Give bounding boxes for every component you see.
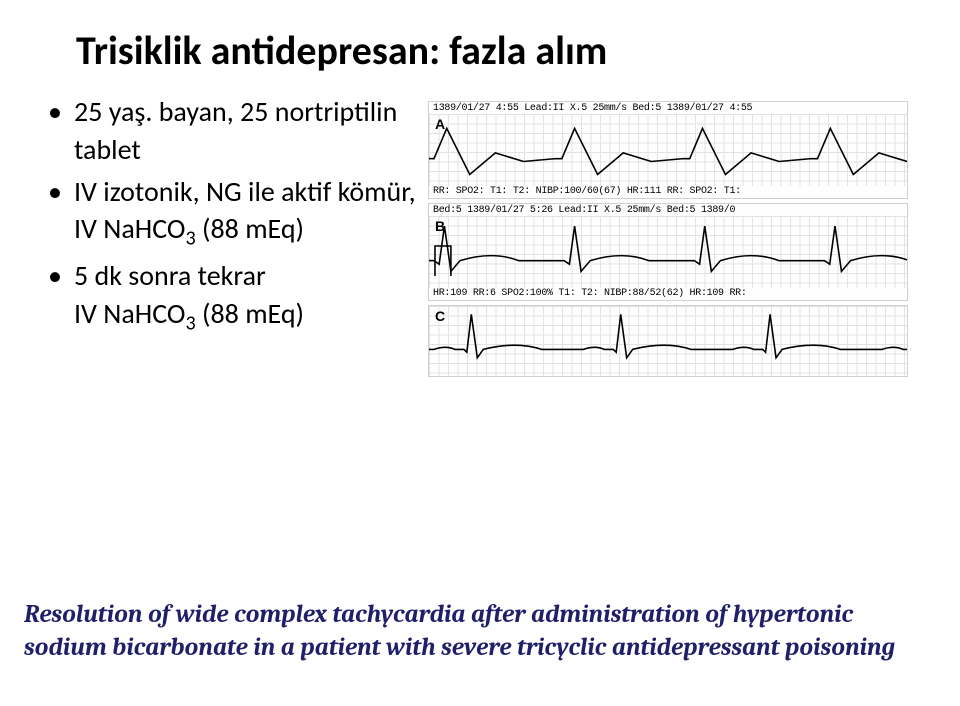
bullet-2-line1: IV izotonik, NG ile aktif kömür, xyxy=(74,174,416,209)
bullet-3-chem-pre: IV NaHCO xyxy=(74,296,185,331)
ecg-strip-b-footer: HR:109 RR:6 SPO2:100% T1: T2: NIBP:88/52… xyxy=(429,288,907,300)
bullet-3-chem-post: (88 mEq) xyxy=(196,296,304,331)
ecg-waveform-a xyxy=(429,114,907,186)
bullet-list: 25 yaş. bayan, 25 nortriptilin tablet IV… xyxy=(40,93,428,342)
content-row: 25 yaş. bayan, 25 nortriptilin tablet IV… xyxy=(40,93,920,381)
ecg-strip-a-body: A xyxy=(429,114,907,186)
ecg-strip-a: 1389/01/27 4:55 Lead:II X.5 25mm/s Bed:5… xyxy=(428,101,908,199)
figure-caption: Resolution of wide complex tachycardia a… xyxy=(24,599,930,664)
ecg-strip-a-footer: RR: SPO2: T1: T2: NIBP:100/60(67) HR:111… xyxy=(429,186,907,198)
ecg-strip-c-body: C xyxy=(429,306,907,376)
slide: Trisiklik antidepresan: fazla alım 25 ya… xyxy=(0,0,960,706)
ecg-strip-c: C xyxy=(428,305,908,377)
bullet-3: 5 dk sonra tekrar IV NaHCO3 (88 mEq) xyxy=(48,257,428,338)
bullet-1-text: 25 yaş. bayan, 25 nortriptilin tablet xyxy=(74,94,397,167)
ecg-strip-b-body: B xyxy=(429,216,907,288)
ecg-strip-b: Bed:5 1389/01/27 5:26 Lead:II X.5 25mm/s… xyxy=(428,203,908,301)
ecg-strip-a-header: 1389/01/27 4:55 Lead:II X.5 25mm/s Bed:5… xyxy=(429,102,907,114)
bullet-3-line1: 5 dk sonra tekrar xyxy=(74,258,266,293)
ecg-waveform-c xyxy=(429,306,907,376)
bullet-2-chem-pre: IV NaHCO xyxy=(74,211,185,246)
slide-title: Trisiklik antidepresan: fazla alım xyxy=(76,26,920,75)
bullet-2-chem-post: (88 mEq) xyxy=(196,211,304,246)
bullet-2: IV izotonik, NG ile aktif kömür, IV NaHC… xyxy=(48,173,428,254)
bullet-1: 25 yaş. bayan, 25 nortriptilin tablet xyxy=(48,93,428,169)
bullet-2-chem-sub: 3 xyxy=(185,227,195,251)
ecg-strip-b-header: Bed:5 1389/01/27 5:26 Lead:II X.5 25mm/s… xyxy=(429,204,907,216)
ecg-waveform-b xyxy=(429,216,907,288)
bullet-3-chem-sub: 3 xyxy=(185,312,195,336)
ecg-block: 1389/01/27 4:55 Lead:II X.5 25mm/s Bed:5… xyxy=(428,93,908,381)
